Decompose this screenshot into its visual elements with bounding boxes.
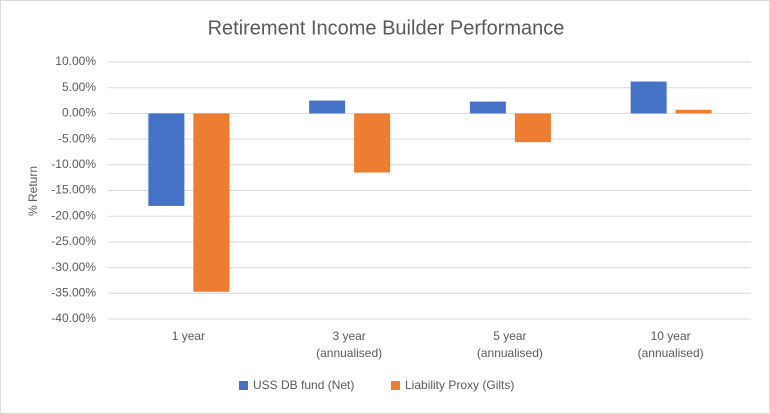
x-tick-label: 5 year (annualised)	[476, 329, 543, 360]
chart-title: Retirement Income Builder Performance	[208, 17, 565, 39]
y-tick-label: -20.00%	[51, 208, 96, 222]
legend-swatch	[391, 381, 400, 390]
bar	[630, 81, 667, 114]
y-axis-label: % Return	[26, 166, 40, 216]
bar	[675, 109, 712, 114]
x-tick-label: 1 year	[171, 329, 206, 343]
y-tick-label: -10.00%	[51, 157, 96, 171]
y-tick-label: 5.00%	[62, 80, 96, 94]
y-tick-label: -15.00%	[51, 183, 96, 197]
y-tick-label: -40.00%	[51, 311, 96, 325]
y-tick-label: -25.00%	[51, 234, 96, 248]
legend-label: USS DB fund (Net)	[253, 378, 354, 392]
y-tick-label: 0.00%	[62, 106, 96, 120]
y-tick-label: -35.00%	[51, 285, 96, 299]
y-tick-label: -30.00%	[51, 260, 96, 274]
bar	[309, 100, 346, 114]
y-tick-label: 10.00%	[55, 54, 96, 68]
y-tick-label: -5.00%	[58, 131, 96, 145]
legend-label: Liability Proxy (Gilts)	[405, 378, 514, 392]
legend-swatch	[239, 381, 248, 390]
x-tick-label: 3 year (annualised)	[316, 329, 383, 360]
bar	[148, 113, 185, 206]
x-tick-label: 10 year (annualised)	[637, 329, 704, 360]
bar	[469, 101, 506, 114]
bar	[354, 113, 391, 173]
bar	[514, 113, 551, 143]
bar	[193, 113, 230, 292]
